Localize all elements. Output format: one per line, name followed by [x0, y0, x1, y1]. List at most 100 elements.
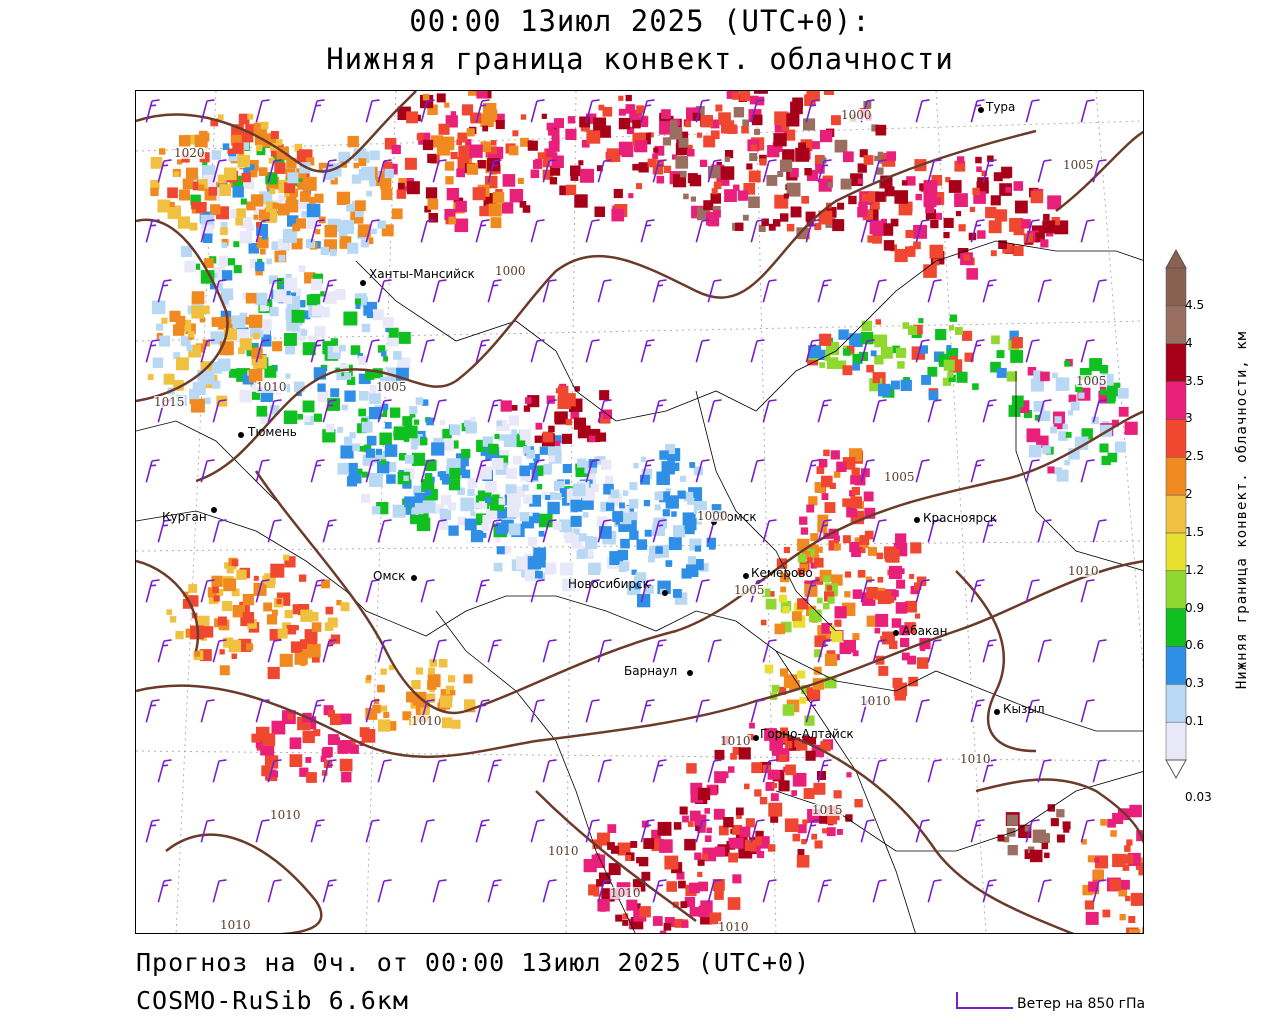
cloud-cell — [678, 880, 686, 889]
cloud-cell — [377, 461, 390, 474]
cloud-cell — [657, 518, 668, 529]
isobar-label: 1005 — [376, 380, 407, 394]
cloud-cell — [270, 405, 280, 415]
cloud-cell — [607, 824, 617, 833]
cloud-cell — [1026, 428, 1041, 443]
cloud-cell — [231, 588, 240, 597]
cloud-cell — [493, 562, 503, 572]
cloud-cell — [744, 783, 750, 790]
cloud-cell — [887, 596, 895, 603]
cloud-cell — [823, 602, 830, 610]
cloud-cell — [507, 505, 520, 518]
cloud-cell — [1055, 377, 1070, 391]
cloud-cell — [508, 523, 521, 536]
cloud-cell — [921, 375, 931, 385]
wind-barb — [432, 519, 447, 543]
cloud-cell — [267, 666, 280, 680]
cloud-cell — [758, 225, 766, 232]
cloud-cell — [463, 674, 473, 684]
wind-barb — [200, 339, 215, 363]
cloud-cell — [292, 604, 303, 615]
cloud-cell — [383, 711, 390, 718]
cloud-cell — [235, 217, 243, 226]
cloud-cell — [954, 193, 968, 207]
cloud-cell — [656, 159, 664, 168]
cloud-cell — [442, 428, 452, 439]
wind-barb — [310, 699, 325, 723]
cloud-cell — [278, 255, 286, 262]
cloud-cell — [804, 168, 812, 176]
isobar-label: 1010 — [411, 714, 442, 728]
cloud-cell — [806, 548, 815, 557]
cloud-cell — [588, 884, 600, 896]
cloud-cell — [330, 634, 341, 644]
cloud-cell — [314, 325, 326, 337]
cloud-cell — [838, 329, 849, 340]
cloud-cell — [496, 546, 505, 555]
cloud-cell — [457, 132, 468, 143]
cloud-cell — [962, 330, 973, 341]
cloud-cell — [720, 166, 735, 180]
isobar-label: 1010 — [960, 752, 991, 766]
cloud-cell — [542, 169, 553, 180]
cloud-cell — [347, 376, 356, 385]
cloud-cell — [330, 388, 340, 398]
cloud-cell — [843, 348, 851, 356]
cloud-cell — [1032, 829, 1046, 843]
cloud-cell — [736, 813, 742, 819]
cloud-cell — [188, 584, 198, 593]
cloud-cell — [306, 772, 317, 783]
cloud-cell — [446, 188, 459, 201]
cloud-cell — [365, 370, 375, 380]
cloud-cell — [290, 292, 296, 298]
cloud-cell — [255, 737, 267, 749]
cloud-cell — [830, 450, 840, 460]
cloud-cell — [1093, 869, 1104, 880]
cloud-cell — [779, 594, 787, 603]
cloud-cell — [301, 310, 311, 320]
cloud-cell — [231, 653, 237, 659]
cloud-cell — [255, 292, 268, 305]
map-title: 00:00 13июл 2025 (UTC+0): — [409, 4, 871, 38]
cloud-cell — [570, 165, 581, 177]
cloud-cell — [652, 916, 663, 926]
isobar-label: 1005 — [734, 583, 765, 597]
cloud-cell — [300, 651, 307, 658]
cloud-cell — [212, 181, 223, 192]
wind-barb — [970, 579, 985, 603]
cloud-cell — [630, 841, 638, 848]
cloud-cell — [1030, 190, 1044, 204]
cloud-cell — [578, 160, 584, 166]
cloud-cell — [715, 104, 723, 112]
isobar-label: 1010 — [220, 918, 251, 932]
cloud-cell — [1128, 916, 1136, 923]
cloud-cell — [349, 432, 356, 439]
cloud-cell — [898, 568, 905, 575]
cloud-cell — [381, 351, 387, 357]
cloud-cell — [629, 526, 636, 533]
cloud-cell — [385, 325, 392, 333]
cloud-cell — [220, 227, 228, 236]
cloud-cell — [545, 495, 551, 501]
cloud-cell — [349, 744, 359, 754]
cloud-cell — [336, 371, 345, 381]
cloud-cell — [523, 405, 531, 412]
wind-barb — [365, 219, 380, 243]
cloud-cell — [811, 141, 820, 150]
grid-line — [565, 91, 577, 933]
cloud-cell — [927, 366, 938, 377]
cloud-cell — [305, 239, 316, 249]
cloud-cell — [340, 602, 350, 612]
cloud-cell — [344, 390, 356, 402]
cloud-cell — [224, 167, 237, 181]
city-omsk: Омск — [373, 569, 406, 583]
wind-barb — [1025, 459, 1040, 483]
wind-barb — [597, 639, 612, 663]
cloud-cell — [363, 444, 372, 453]
cloud-cell — [784, 818, 799, 832]
scale-tick-label: 0.6 — [1185, 638, 1205, 653]
cloud-cell — [302, 400, 315, 413]
cloud-cell — [533, 458, 539, 464]
wind-barb — [542, 159, 557, 183]
cloud-cell — [798, 142, 806, 151]
